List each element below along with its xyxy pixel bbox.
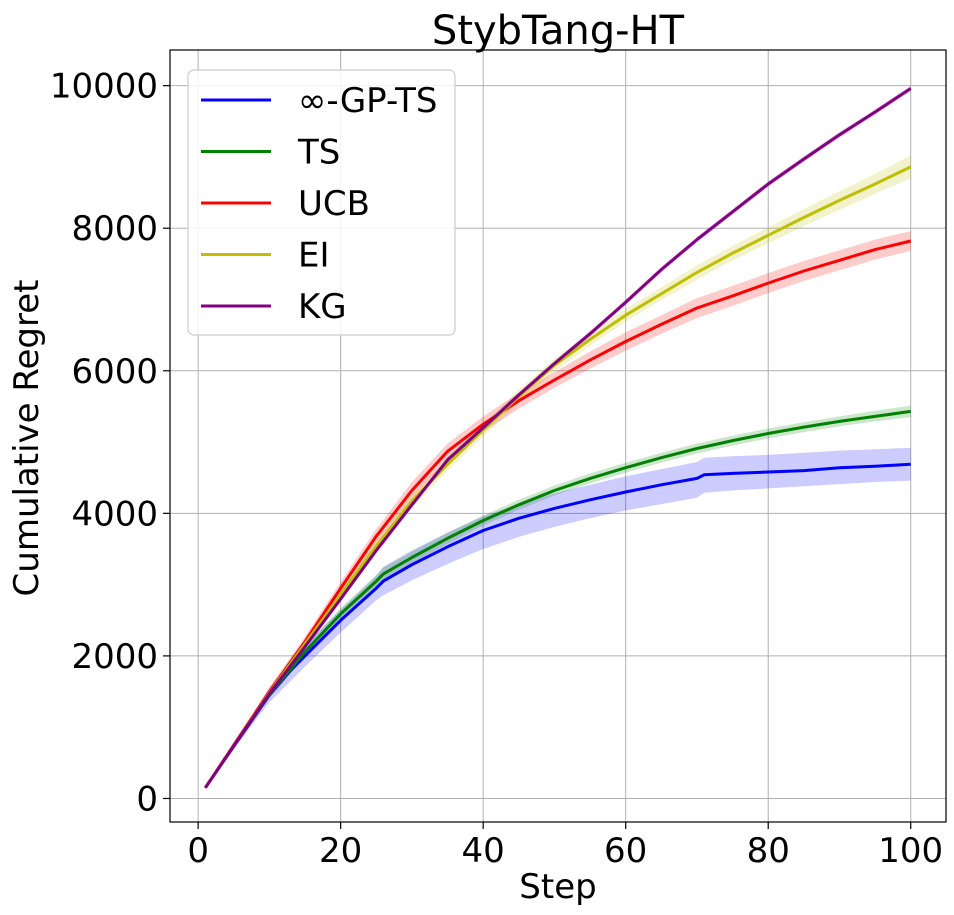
- series-lines: [204, 87, 912, 789]
- x-tick-label: 60: [604, 831, 647, 871]
- line-kg: [204, 87, 912, 789]
- line-ts: [204, 409, 911, 789]
- y-tick-label: 8000: [71, 209, 158, 249]
- y-tick-label: 0: [136, 779, 158, 819]
- legend-box: [187, 69, 456, 336]
- x-tick-label: 40: [462, 831, 505, 871]
- band-gp-ts: [205, 447, 911, 788]
- legend-label-ts: TS: [297, 133, 340, 173]
- chart-title: StybTang-HT: [432, 8, 685, 54]
- y-tick-label: 2000: [71, 637, 158, 677]
- confidence-bands: [205, 85, 911, 788]
- line-gp-ts: [204, 462, 911, 789]
- line-ucb: [204, 239, 912, 789]
- y-tick-label: 6000: [71, 352, 158, 392]
- legend-label-kg: KG: [298, 287, 347, 327]
- legend-label-gp-ts: ∞-GP-TS: [298, 81, 437, 121]
- x-axis-label: Step: [519, 867, 596, 907]
- legend: ∞-GP-TS TS UCB EI KG: [187, 69, 456, 336]
- y-tick-label: 10000: [50, 67, 158, 107]
- legend-label-ucb: UCB: [298, 184, 370, 224]
- x-tick-label: 100: [878, 831, 943, 871]
- axis-ticks: 0 20 40 60 80 100 0 2000 4000 6000 8000 10000: [50, 67, 943, 871]
- x-tick-label: 20: [319, 831, 362, 871]
- y-tick-label: 4000: [71, 494, 158, 534]
- plot-area-frame: [169, 49, 947, 823]
- x-tick-label: 0: [187, 831, 209, 871]
- x-tick-label: 80: [747, 831, 790, 871]
- y-axis-label: Cumulative Regret: [7, 280, 47, 597]
- legend-label-ei: EI: [298, 236, 330, 276]
